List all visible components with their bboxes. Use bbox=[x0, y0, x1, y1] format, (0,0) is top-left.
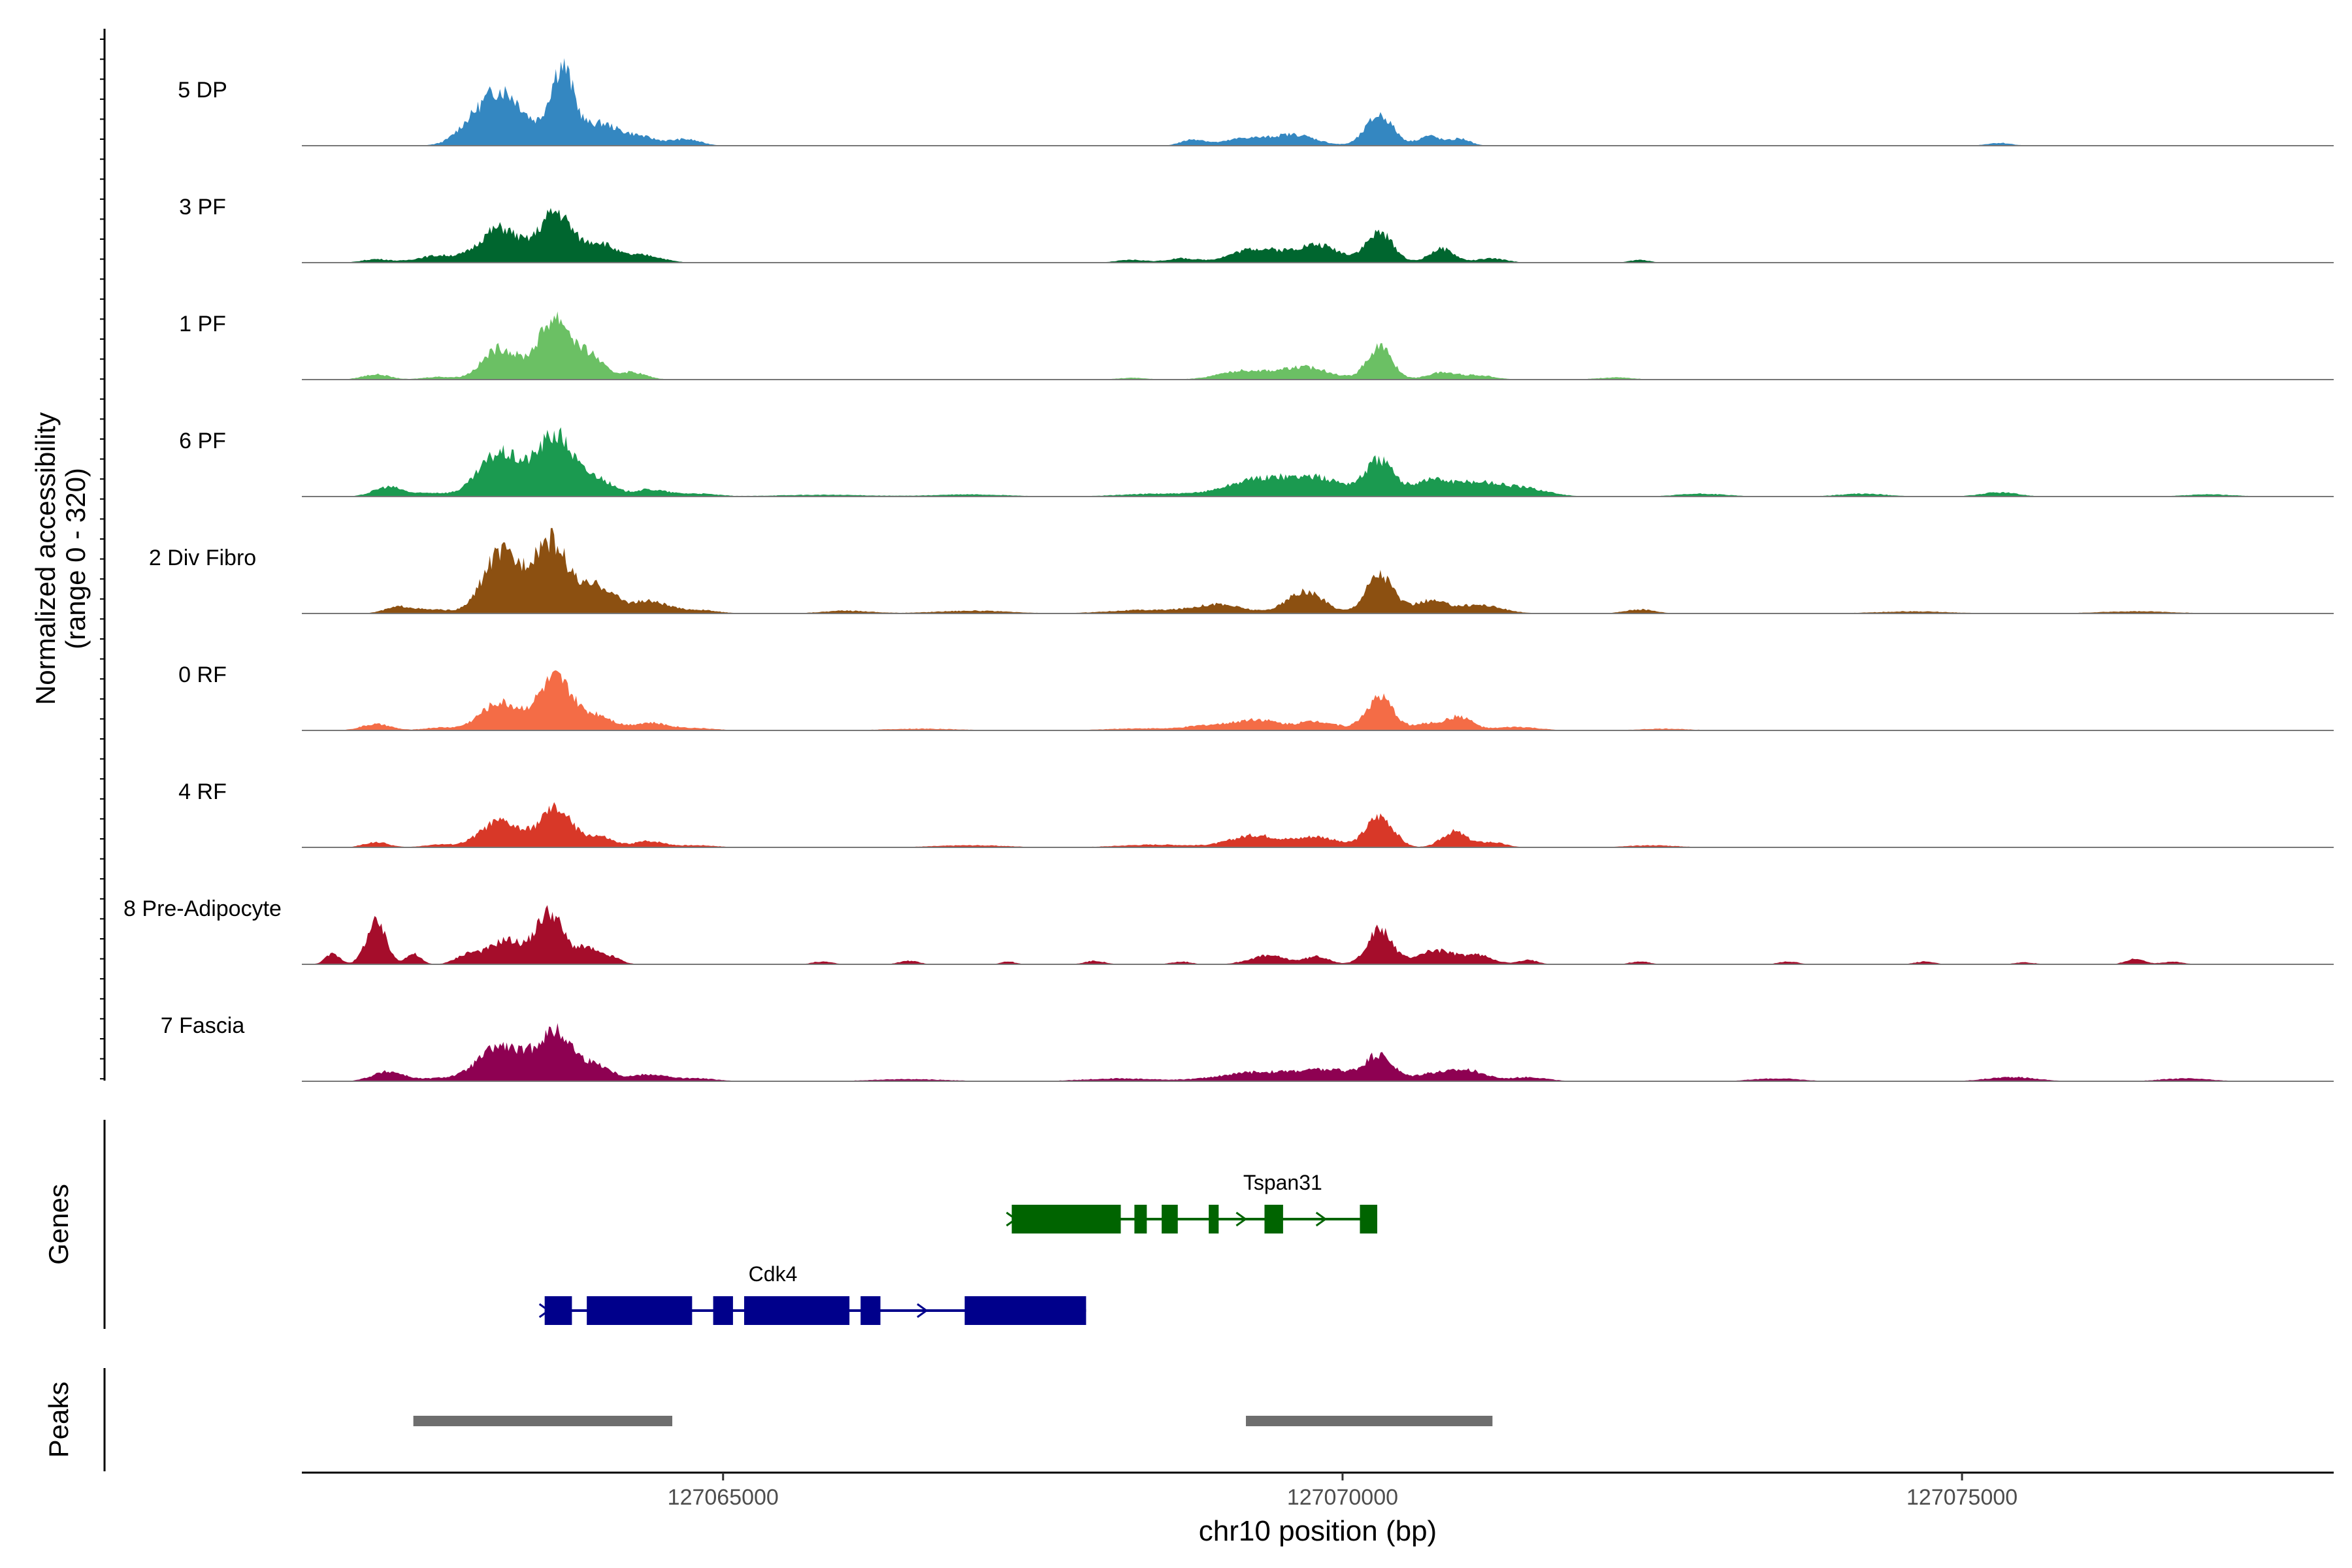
gene-exon bbox=[544, 1296, 572, 1325]
gene-exon bbox=[1134, 1205, 1147, 1233]
coverage-track-5-dp: 5 DP bbox=[178, 58, 2334, 146]
gene-track: Tspan31 Cdk4 bbox=[538, 1171, 1378, 1325]
gene-cdk4: Cdk4 bbox=[538, 1262, 1086, 1325]
coverage-area-4-rf bbox=[302, 802, 2334, 847]
track-label-6-pf: 6 PF bbox=[179, 429, 226, 453]
coverage-area-3-pf bbox=[302, 208, 2334, 263]
track-label-1-pf: 1 PF bbox=[179, 312, 226, 336]
peak-region bbox=[413, 1416, 673, 1426]
gene-exon bbox=[1209, 1205, 1219, 1233]
coverage-track-4-rf: 4 RF bbox=[178, 779, 2334, 848]
coverage-track-0-rf: 0 RF bbox=[178, 662, 2334, 731]
strand-arrow bbox=[1235, 1211, 1247, 1227]
coverage-track-3-pf: 3 PF bbox=[179, 195, 2334, 263]
coverage-tracks: 5 DP 3 PF 1 PF 6 PF 2 Div Fibro 0 RF 4 RF 8 Pre… bbox=[123, 58, 2334, 1082]
track-label-0-rf: 0 RF bbox=[178, 662, 227, 687]
coverage-y-axis-ticks bbox=[100, 39, 105, 1080]
y-axis-range-label: (range 0 - 320) bbox=[60, 468, 91, 649]
track-label-3-pf: 3 PF bbox=[179, 195, 226, 220]
coverage-area-0-rf bbox=[302, 670, 2334, 730]
gene-exon bbox=[587, 1296, 693, 1325]
gene-exon bbox=[1264, 1205, 1283, 1233]
x-tick-label: 127075000 bbox=[1906, 1485, 2017, 1510]
coverage-track-6-pf: 6 PF bbox=[179, 427, 2334, 497]
gene-exon bbox=[713, 1296, 733, 1325]
gene-label-tspan31: Tspan31 bbox=[1243, 1171, 1322, 1194]
gene-tspan31: Tspan31 bbox=[1005, 1171, 1378, 1233]
track-label-5-dp: 5 DP bbox=[178, 78, 227, 103]
gene-exon bbox=[743, 1296, 850, 1325]
coverage-track-1-pf: 1 PF bbox=[179, 311, 2334, 380]
gene-exon bbox=[1360, 1205, 1378, 1233]
coverage-track-2-div-fibro: 2 Div Fibro bbox=[149, 528, 2334, 614]
coverage-area-1-pf bbox=[302, 311, 2334, 380]
coverage-area-6-pf bbox=[302, 427, 2334, 497]
gene-exon bbox=[860, 1296, 881, 1325]
peak-track bbox=[413, 1416, 1493, 1426]
peaks-axis-title: Peaks bbox=[43, 1382, 74, 1458]
strand-arrow bbox=[917, 1303, 928, 1318]
track-label-8-pre-adipocyte: 8 Pre-Adipocyte bbox=[123, 896, 282, 921]
x-tick-label: 127070000 bbox=[1287, 1485, 1398, 1510]
coverage-area-2-div-fibro bbox=[302, 528, 2334, 613]
peak-region bbox=[1246, 1416, 1493, 1426]
coverage-track-8-pre-adipocyte: 8 Pre-Adipocyte bbox=[123, 896, 2334, 965]
coverage-area-7-fascia bbox=[302, 1022, 2334, 1081]
coverage-track-7-fascia: 7 Fascia bbox=[161, 1013, 2334, 1082]
gene-exon bbox=[1162, 1205, 1178, 1233]
y-axis-title: Normalized accessibility bbox=[30, 412, 61, 705]
gene-label-cdk4: Cdk4 bbox=[749, 1262, 798, 1286]
gene-exon bbox=[1011, 1205, 1121, 1233]
coverage-area-8-pre-adipocyte bbox=[302, 905, 2334, 964]
gene-exon bbox=[964, 1296, 1086, 1325]
track-label-2-div-fibro: 2 Div Fibro bbox=[149, 546, 256, 570]
strand-arrow bbox=[1315, 1211, 1328, 1227]
track-label-7-fascia: 7 Fascia bbox=[161, 1013, 245, 1038]
x-axis-title: chr10 position (bp) bbox=[1199, 1515, 1437, 1547]
x-tick-label: 127065000 bbox=[668, 1485, 779, 1510]
x-axis-ticks: 127065000 127070000 127075000 bbox=[668, 1473, 2017, 1510]
coverage-area-5-dp bbox=[302, 58, 2334, 146]
genes-axis-title: Genes bbox=[43, 1184, 74, 1265]
track-label-4-rf: 4 RF bbox=[178, 779, 227, 804]
